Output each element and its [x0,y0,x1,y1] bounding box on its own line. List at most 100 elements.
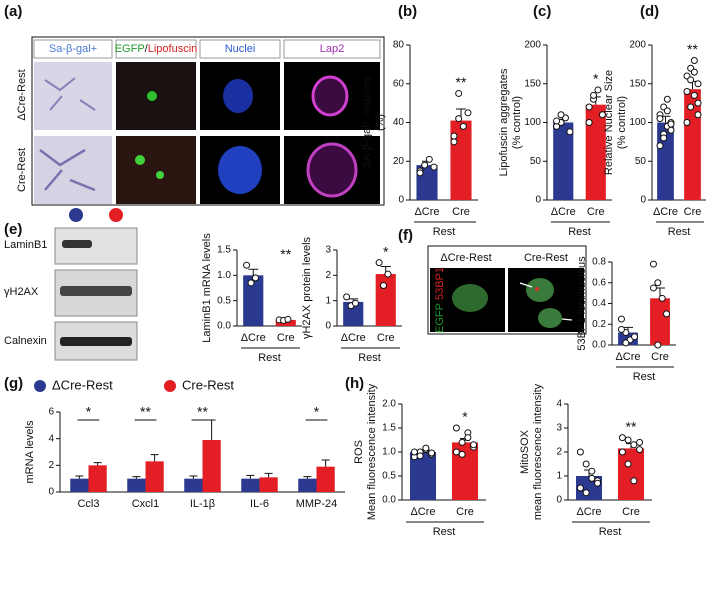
y-tick-label: 60 [393,78,405,89]
error-bar [75,475,84,479]
panel-label: (e) [4,221,22,238]
bar [243,275,264,326]
y-tick-label: 0.6 [592,277,606,288]
y-tick-label: 0.8 [592,257,606,268]
panel-label: (a) [4,3,22,20]
error-bar [264,472,273,478]
significance: ** [456,74,467,90]
y-axis-label: ROS [353,440,365,464]
data-point [683,88,691,95]
panel-label: (b) [398,3,417,20]
y-tick-label: 2 [48,460,54,471]
bar [375,274,396,326]
x-tick-label: ΔCre [551,206,576,218]
data-point [247,279,255,287]
data-point [585,119,593,126]
data-point [588,474,596,482]
x-tick-label: ΔCre [414,206,439,218]
data-point [618,448,626,456]
column-label: ΔCre-Rest [440,252,491,264]
data-point [663,310,671,318]
significance: ** [140,404,151,420]
y-tick-label: 1.0 [382,447,396,458]
y-axis-label: mean fluorescence intensity [532,383,544,520]
y-tick-label: 4 [48,433,54,444]
panel-label: (f) [398,227,413,244]
y-tick-label: 40 [393,117,405,128]
y-tick-label: 50 [530,156,542,167]
legend-label: ΔCre-Rest [52,377,113,392]
error-bar [248,268,259,276]
x-tick-label: MMP-24 [296,498,338,510]
x-tick-label: Cre [684,206,702,218]
data-point [576,484,584,492]
row-label: Cre-Rest [16,148,28,192]
y-axis-label: Lipofuscin aggregates [498,68,510,176]
data-point [455,115,463,123]
data-point [380,281,388,289]
data-point [649,260,657,268]
data-point [455,89,463,97]
data-point [458,438,466,446]
x-tick-label: Cre [377,332,395,344]
data-point [630,477,638,485]
x-tick-label: IL-6 [250,498,269,510]
y-tick-label: 3 [325,245,331,256]
x-tick-label: Ccl3 [77,498,99,510]
y-axis-label: Relative Nuclear Size [603,70,615,175]
legend-label: Cre-Rest [182,377,234,392]
column-label: Lipofuscin [148,43,198,55]
blot-label: Calnexin [4,335,47,347]
bar [259,477,278,492]
data-point [464,434,472,442]
panel-label: (d) [640,3,659,20]
data-point [557,111,565,119]
blot-label: LaminB1 [4,239,47,251]
bar [450,120,472,200]
data-point [658,294,666,302]
data-point [410,448,418,456]
panel-label: (g) [4,375,23,392]
data-point [553,117,561,125]
data-point [660,134,668,142]
data-point [585,103,593,111]
significance: ** [280,246,291,262]
significance: ** [626,418,637,434]
bar [127,478,146,492]
y-tick-label: 2 [556,447,562,458]
data-point [656,142,664,150]
data-point [663,95,671,103]
y-tick-label: 1 [325,295,331,306]
column-label: Lap2 [320,43,344,55]
data-point [630,441,638,449]
error-bar [246,474,255,479]
data-point [416,452,424,460]
y-tick-label: 1.5 [382,423,396,434]
data-point [663,107,671,115]
data-point [656,115,664,123]
data-point [667,126,675,134]
data-point [576,448,584,456]
y-tick-label: 0 [556,495,562,506]
y-tick-label: 20 [393,156,405,167]
row-label: / [434,299,446,303]
data-point [667,120,675,128]
column-label: EGFP/Lipofuscin [115,43,198,55]
column-label: / [145,43,149,55]
error-bar [93,462,102,466]
y-tick-label: 200 [524,40,541,51]
row-label: ΔCre-Rest [16,69,28,120]
bar [657,122,674,200]
data-point [284,315,292,323]
significance: * [383,243,389,259]
data-point [624,436,632,444]
y-tick-label: 1.0 [217,270,231,281]
y-axis-label: LaminB1 mRNA levels [201,233,213,343]
data-point [430,163,438,171]
data-point [375,259,383,267]
data-point [617,325,625,333]
x-tick-label: ΔCre [615,351,640,363]
x-tick-label: ΔCre [241,332,266,344]
bar [617,448,645,500]
